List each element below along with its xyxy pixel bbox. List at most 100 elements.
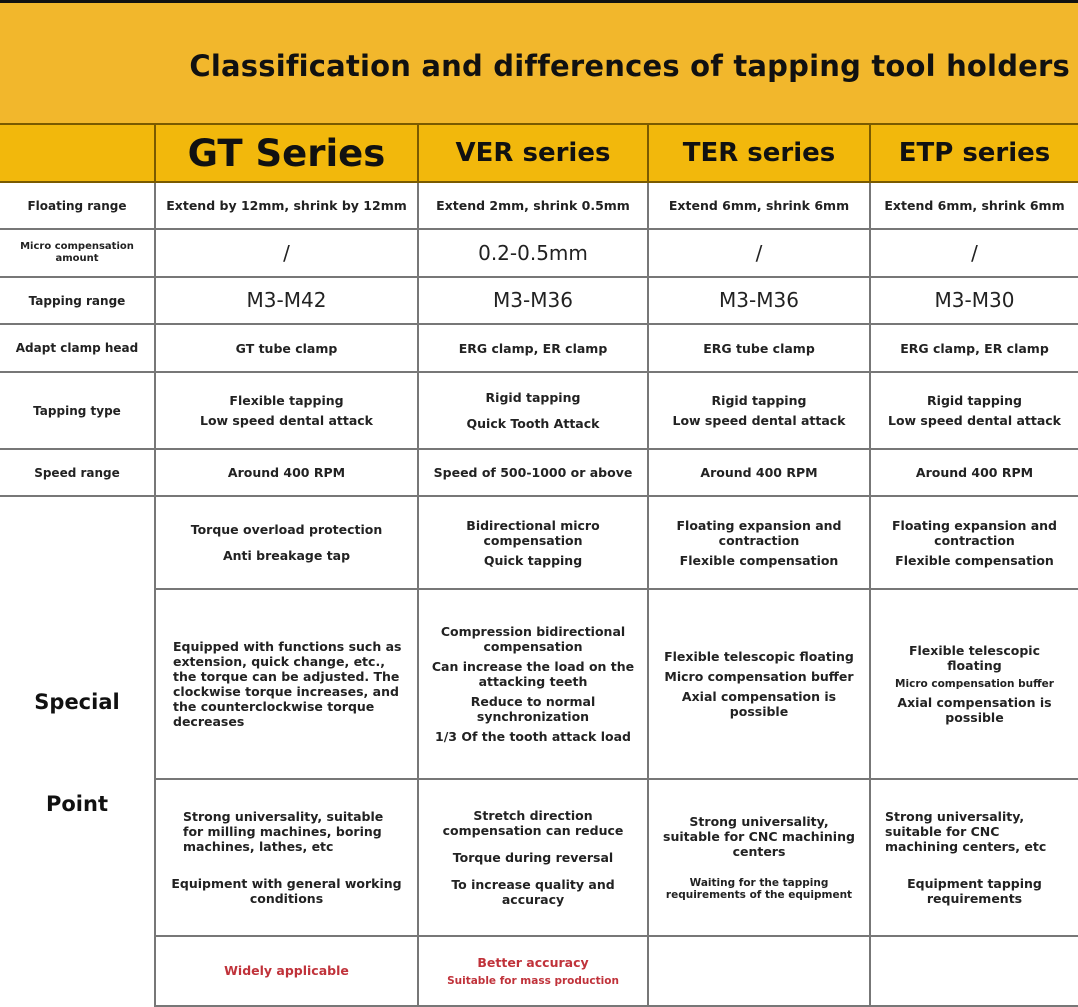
cell-line: Flexible tapping xyxy=(229,393,344,408)
cell-line: Flexible compensation xyxy=(679,552,839,568)
cell-empty xyxy=(647,934,871,1007)
cell: Extend 6mm, shrink 6mm xyxy=(647,181,871,230)
cell-line: Low speed dental attack xyxy=(887,413,1061,428)
cell-line: Compression bidirectional compensation xyxy=(440,623,626,654)
cell-line: To increase quality and accuracy xyxy=(451,876,615,907)
cell-line: Suitable for mass production xyxy=(447,974,619,987)
cell: Stretch direction compensation can reduc… xyxy=(417,777,649,937)
cell: Better accuracy Suitable for mass product… xyxy=(417,934,649,1007)
table-row: Micro compensation amount / 0.2-0.5mm / … xyxy=(0,228,1078,278)
header-gt: GT Series xyxy=(154,123,419,183)
table-row: Tapping type Flexible tapping Low speed d… xyxy=(0,371,1078,450)
cell-line: Reduce to normal synchronization xyxy=(470,693,596,724)
cell-empty xyxy=(869,934,1078,1007)
cell: Equipped with functions such as extensio… xyxy=(155,588,419,780)
cell-line: Rigid tapping xyxy=(485,390,581,405)
cell-line: 1/3 Of the tooth attack load xyxy=(435,728,631,744)
cell: 0.2-0.5mm xyxy=(417,228,649,278)
cell: Strong universality, suitable for CNC ma… xyxy=(869,777,1078,937)
cell-line: Low speed dental attack xyxy=(672,413,846,428)
header-etp: ETP series xyxy=(869,123,1078,183)
cell: Strong universality, suitable for CNC ma… xyxy=(647,777,871,937)
cell-line: Rigid tapping xyxy=(927,393,1022,408)
cell-line: Torque overload protection xyxy=(190,522,383,538)
comparison-table: GT Series VER series TER series ETP seri… xyxy=(0,123,1078,1007)
table-row: Widely applicable Better accuracy Suitabl… xyxy=(0,934,1078,1007)
row-label: Tapping range xyxy=(0,276,156,325)
header-ver: VER series xyxy=(417,123,649,183)
table-row: Special Point Torque overload protection A… xyxy=(0,494,1078,1006)
table-row: Speed range Around 400 RPM Speed of 500-… xyxy=(0,448,1078,497)
cell-line: Anti breakage tap xyxy=(222,548,351,564)
table-row: Strong universality, suitable for millin… xyxy=(0,777,1078,937)
cell: M3-M36 xyxy=(417,276,649,325)
row-label: Adapt clamp head xyxy=(0,323,156,373)
cell: Extend 6mm, shrink 6mm xyxy=(869,181,1078,230)
cell: GT tube clamp xyxy=(154,323,419,373)
cell: ERG tube clamp xyxy=(647,323,871,373)
cell: Extend 2mm, shrink 0.5mm xyxy=(417,181,649,230)
cell: ERG clamp, ER clamp xyxy=(417,323,649,373)
table-row: Floating range Extend by 12mm, shrink by… xyxy=(0,181,1078,230)
cell-line: Axial compensation is possible xyxy=(681,688,837,719)
cell: M3-M42 xyxy=(154,276,419,325)
table-row: Equipped with functions such as extensio… xyxy=(0,588,1078,780)
cell: / xyxy=(869,228,1078,278)
cell: Speed of 500-1000 or above xyxy=(417,448,649,497)
top-border xyxy=(0,0,1078,3)
cell-line: Rigid tapping xyxy=(711,393,807,408)
cell-line: Strong universality, suitable for millin… xyxy=(183,808,384,854)
row-label: Floating range xyxy=(0,181,156,230)
header-ter: TER series xyxy=(647,123,871,183)
cell-line: Strong universality, suitable for CNC ma… xyxy=(663,813,855,859)
cell-line: Quick tapping xyxy=(483,552,583,568)
cell-line: Bidirectional micro compensation xyxy=(466,517,600,548)
cell-line: Torque during reversal xyxy=(452,849,614,865)
cell-line: Flexible compensation xyxy=(895,552,1054,568)
cell-line: Waiting for the tapping requirements of … xyxy=(665,876,853,901)
cell: Flexible telescopic floating Micro compen… xyxy=(647,588,871,780)
cell: M3-M36 xyxy=(647,276,871,325)
cell: Strong universality, suitable for millin… xyxy=(155,777,419,937)
cell-line: Floating expansion and contraction xyxy=(676,517,842,548)
header-empty xyxy=(0,123,156,183)
cell: Rigid tapping Quick Tooth Attack xyxy=(417,371,649,450)
cell-line: Can increase the load on the attacking t… xyxy=(431,658,635,689)
cell-line: Strong universality, suitable for CNC ma… xyxy=(885,808,1047,854)
cell: Floating expansion and contraction Flexib… xyxy=(647,494,871,591)
cell-line: Equipment tapping requirements xyxy=(907,875,1042,906)
row-label: Speed range xyxy=(0,448,156,497)
label-point: Point xyxy=(45,792,108,816)
special-point-label: Special Point xyxy=(0,495,156,1006)
cell: ERG clamp, ER clamp xyxy=(869,323,1078,373)
cell: Flexible telescopic floating Micro compen… xyxy=(869,588,1078,780)
cell: Rigid tapping Low speed dental attack xyxy=(647,371,871,450)
cell-line: Low speed dental attack xyxy=(199,413,373,428)
row-label: Micro compensation amount xyxy=(0,228,156,278)
cell: Torque overload protection Anti breakage … xyxy=(154,494,419,591)
cell-line: Stretch direction compensation can reduc… xyxy=(442,807,624,838)
label-special: Special xyxy=(34,690,120,714)
cell: Floating expansion and contraction Flexib… xyxy=(869,494,1078,591)
cell: / xyxy=(154,228,419,278)
cell-line: Micro compensation buffer xyxy=(895,677,1054,690)
cell-line: Equipment with general working condition… xyxy=(171,875,402,906)
table-row: Tapping range M3-M42 M3-M36 M3-M36 M3-M3… xyxy=(0,276,1078,325)
cell: Compression bidirectional compensation Ca… xyxy=(417,588,649,780)
cell-line: Micro compensation buffer xyxy=(664,668,854,684)
cell-line: Flexible telescopic floating xyxy=(908,642,1040,673)
cell: Around 400 RPM xyxy=(154,448,419,497)
cell-line: Floating expansion and contraction xyxy=(892,517,1057,548)
title-band: Classification and differences of tappin… xyxy=(0,3,1078,123)
cell-line: Flexible telescopic floating xyxy=(664,648,854,664)
cell-line: Axial compensation is possible xyxy=(897,694,1052,725)
cell: Flexible tapping Low speed dental attack xyxy=(154,371,419,450)
cell: Rigid tapping Low speed dental attack xyxy=(869,371,1078,450)
cell: M3-M30 xyxy=(869,276,1078,325)
cell: Bidirectional micro compensation Quick ta… xyxy=(417,494,649,591)
cell: Around 400 RPM xyxy=(647,448,871,497)
header-row: GT Series VER series TER series ETP seri… xyxy=(0,123,1078,183)
cell-line: Quick Tooth Attack xyxy=(466,416,600,431)
cell: Extend by 12mm, shrink by 12mm xyxy=(154,181,419,230)
cell: Around 400 RPM xyxy=(869,448,1078,497)
